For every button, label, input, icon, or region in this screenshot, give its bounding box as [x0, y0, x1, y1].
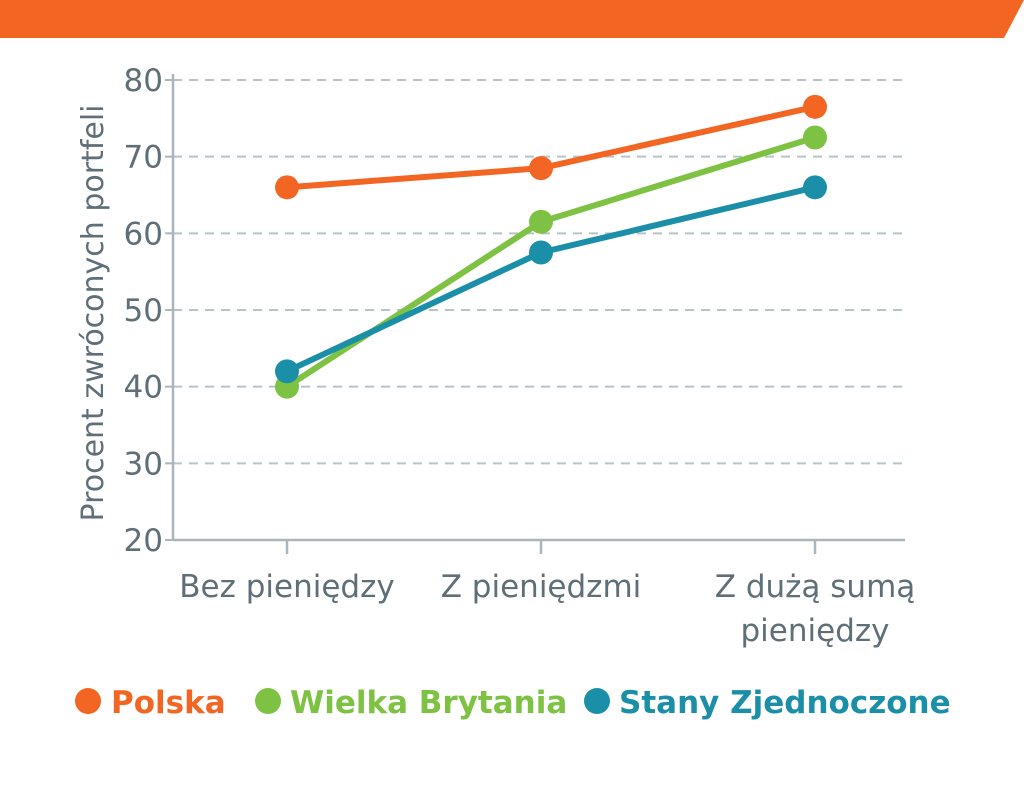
series	[275, 94, 827, 399]
y-tick-label: 30	[124, 446, 163, 482]
series-line	[284, 103, 818, 191]
legend-marker	[584, 688, 610, 714]
y-tick-label: 40	[124, 370, 163, 406]
x-category-label: Bez pieniędzy	[179, 569, 394, 605]
data-point	[529, 209, 553, 234]
top-banner	[0, 0, 1024, 38]
legend: Polska Wielka Brytania Stany Zjednoczone	[75, 685, 951, 721]
legend-label: Stany Zjednoczone	[619, 685, 951, 721]
legend-label: Polska	[111, 685, 226, 721]
data-point	[275, 175, 299, 200]
y-tick-label: 80	[124, 63, 163, 99]
x-category-labels: Bez pieniędzy Z pieniędzmi Z dużą sumą pien…	[179, 569, 915, 649]
y-tick-label: 70	[124, 140, 163, 176]
data-point	[529, 240, 553, 265]
data-point	[803, 125, 827, 150]
data-point	[803, 175, 827, 200]
series-line	[284, 184, 818, 375]
y-tick-label: 20	[124, 523, 163, 559]
legend-label: Wielka Brytania	[290, 685, 567, 721]
x-category-label: pieniędzy	[741, 613, 890, 649]
data-point	[275, 359, 299, 384]
legend-marker	[255, 688, 281, 714]
y-tick-label: 60	[124, 216, 163, 252]
series-polska	[275, 94, 827, 200]
legend-marker	[75, 688, 101, 714]
y-tick-labels: 20 30 40 50 60 70 80	[124, 63, 163, 559]
series-stany-zjednoczone	[275, 175, 827, 384]
x-category-label: Z pieniędzmi	[441, 569, 642, 605]
data-point	[529, 156, 553, 181]
data-point	[803, 94, 827, 119]
axes	[171, 74, 905, 554]
y-axis-label: Procent zwróconych portfeli	[76, 104, 111, 521]
x-category-label: Z dużą sumą	[715, 569, 916, 605]
series-line	[284, 134, 818, 390]
gridlines	[165, 79, 905, 541]
y-tick-label: 50	[124, 293, 163, 329]
